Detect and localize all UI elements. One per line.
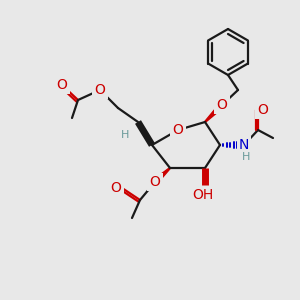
Text: O: O xyxy=(172,123,183,137)
Text: O: O xyxy=(111,181,122,195)
Text: O: O xyxy=(258,103,268,117)
Text: OH: OH xyxy=(192,188,214,202)
Polygon shape xyxy=(153,168,170,184)
Text: O: O xyxy=(94,83,105,97)
Text: H: H xyxy=(121,130,129,140)
Text: O: O xyxy=(150,175,160,189)
Text: O: O xyxy=(217,98,227,112)
Text: N: N xyxy=(239,138,249,152)
Text: O: O xyxy=(57,78,68,92)
Text: H: H xyxy=(242,152,250,162)
Polygon shape xyxy=(205,103,224,122)
